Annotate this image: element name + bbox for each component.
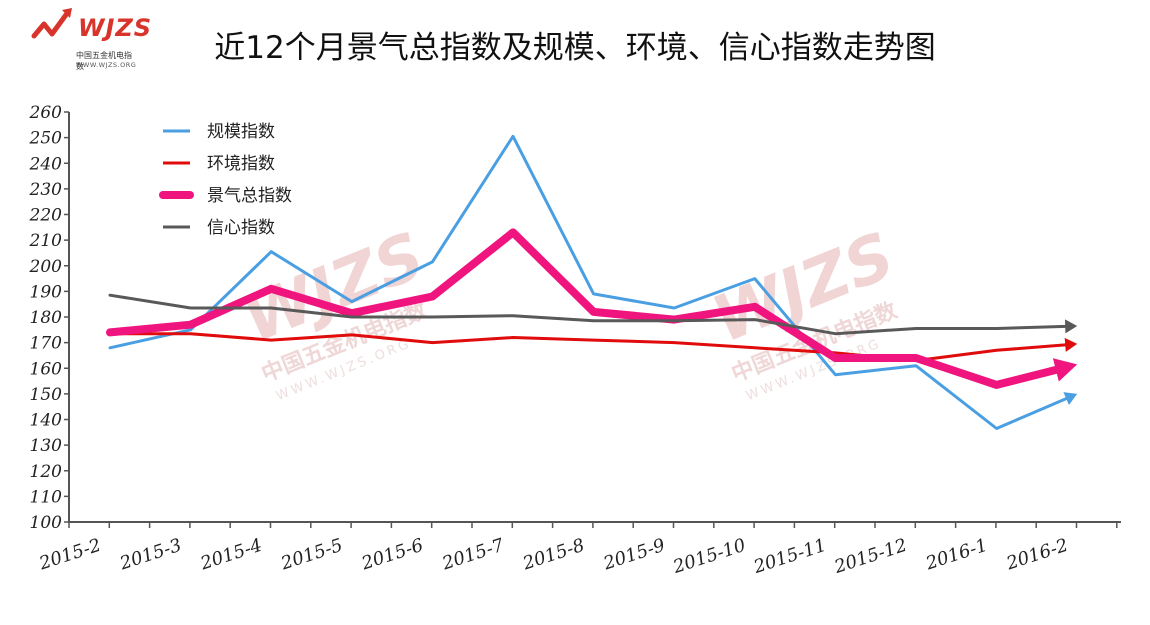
x-tick-label: 2015-9 xyxy=(600,535,668,575)
x-tick-label: 2015-6 xyxy=(358,535,426,575)
x-tick-label: 2015-12 xyxy=(831,535,910,578)
series-line xyxy=(108,332,1072,363)
x-tick-label: 2016-1 xyxy=(922,535,990,575)
x-tick-label: 2015-3 xyxy=(116,535,184,575)
logo-url: WWW.WJZS.ORG xyxy=(76,61,137,69)
legend-label: 信心指数 xyxy=(207,218,275,238)
legend-label: 环境指数 xyxy=(207,154,275,174)
y-tick-label: 130 xyxy=(30,436,63,456)
x-tick-label: 2015-4 xyxy=(197,535,265,575)
legend-label: 景气总指数 xyxy=(207,186,292,206)
y-tick-label: 240 xyxy=(29,154,63,174)
logo-subtitle: 中国五金机电指数 xyxy=(76,51,132,71)
y-tick-label: 260 xyxy=(29,103,63,123)
y-tick-label: 170 xyxy=(30,334,63,354)
series-arrowhead xyxy=(1064,319,1078,334)
x-tick-label: 2015-2 xyxy=(36,535,104,575)
y-tick-label: 110 xyxy=(30,487,63,507)
y-tick-label: 230 xyxy=(29,180,63,200)
x-tick-label: 2015-8 xyxy=(519,535,587,575)
y-tick-label: 140 xyxy=(30,411,63,431)
watermark-group: WJZS 中国五金机电指数 WWW.WJZS.ORG WJZS 中国五金机电指数… xyxy=(233,219,904,404)
x-tick-label: 2016-2 xyxy=(1003,535,1071,575)
series-line xyxy=(108,293,1072,336)
series-line xyxy=(108,134,1073,430)
y-tick-label: 250 xyxy=(29,129,63,149)
y-tick-label: 210 xyxy=(29,231,63,251)
chart-title: 近12个月景气总指数及规模、环境、信心指数走势图 xyxy=(214,30,936,66)
y-tick-label: 150 xyxy=(30,385,63,405)
x-tick-label: 2015-5 xyxy=(278,535,346,575)
x-tick-label: 2015-11 xyxy=(750,535,829,578)
x-tick-label: 2015-7 xyxy=(439,535,507,575)
y-tick-label: 190 xyxy=(30,282,63,302)
series-arrowhead xyxy=(1064,337,1078,352)
logo-mark: WJZS xyxy=(78,14,153,42)
x-tick-label: 2015-10 xyxy=(670,535,749,578)
y-tick-label: 120 xyxy=(30,462,63,482)
series-arrowhead xyxy=(1063,392,1078,406)
y-tick-label: 200 xyxy=(29,257,63,277)
y-tick-label: 100 xyxy=(30,513,63,533)
legend-label: 规模指数 xyxy=(207,122,275,142)
series-arrowhead xyxy=(1052,358,1078,382)
y-tick-label: 180 xyxy=(30,308,63,328)
logo-arrow-icon xyxy=(31,8,72,39)
y-tick-label: 220 xyxy=(29,206,63,226)
logo: WJZS 中国五金机电指数 WWW.WJZS.ORG xyxy=(26,6,151,71)
y-tick-label: 160 xyxy=(30,359,63,379)
